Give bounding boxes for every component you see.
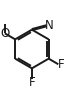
- Text: N: N: [45, 19, 53, 32]
- Text: O: O: [0, 27, 9, 40]
- Text: F: F: [29, 76, 35, 89]
- Text: F: F: [58, 58, 64, 71]
